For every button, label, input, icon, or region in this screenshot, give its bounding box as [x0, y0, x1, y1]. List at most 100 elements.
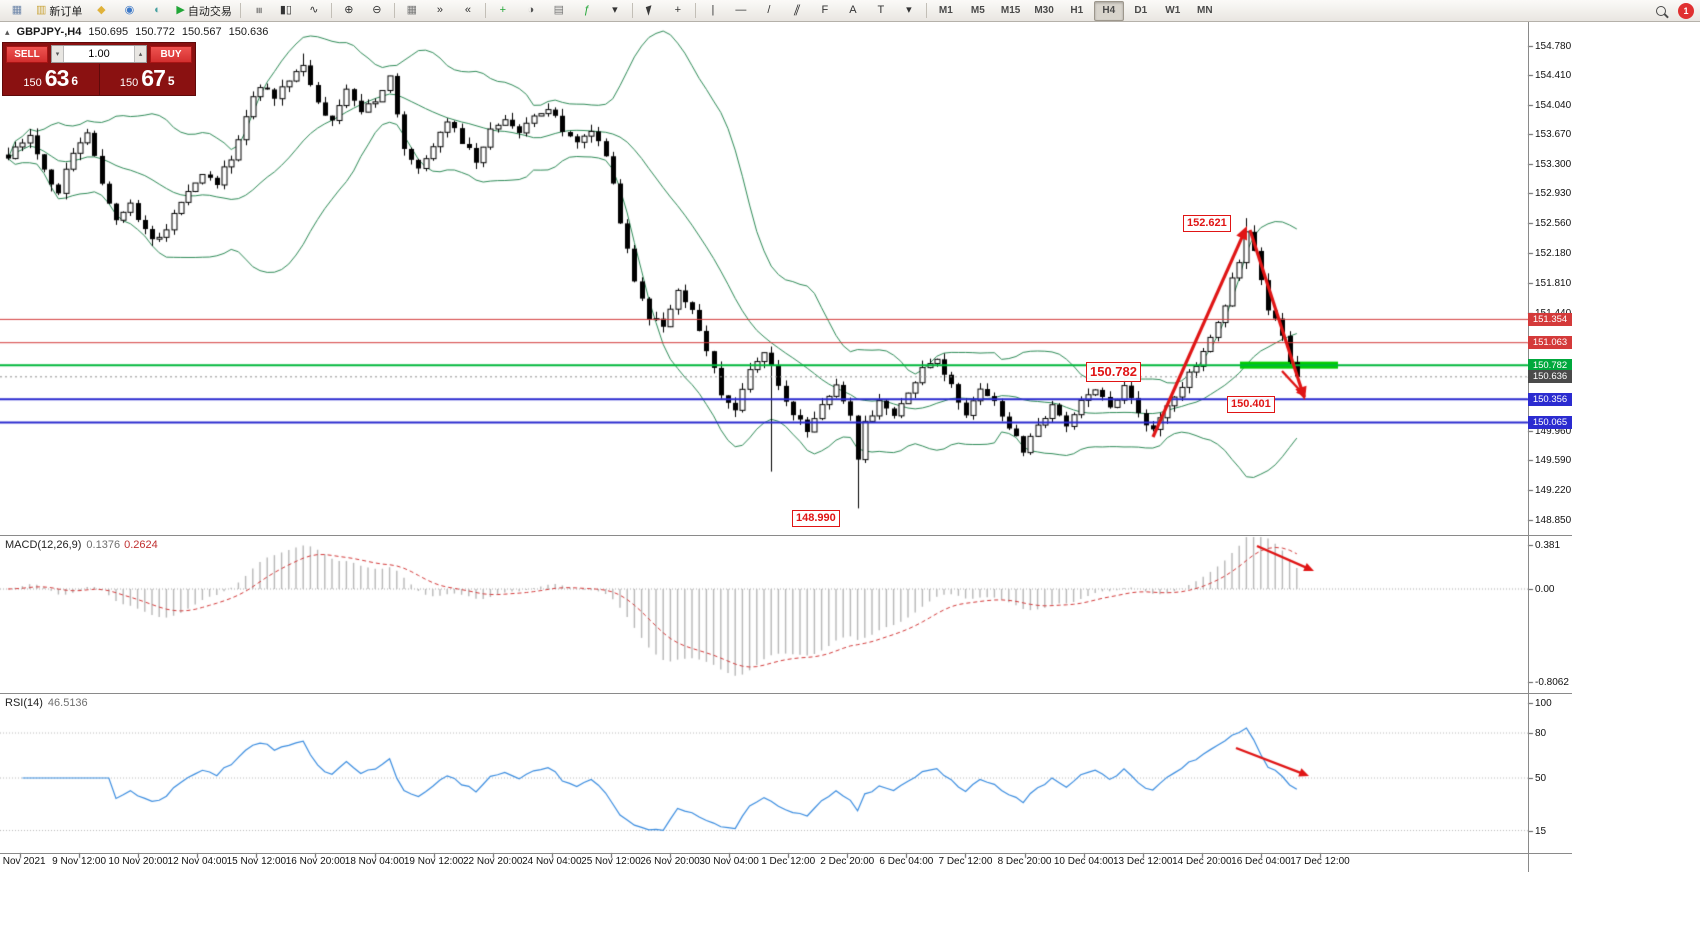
tf-d1[interactable]: D1 — [1126, 1, 1156, 21]
symbol-info: ▴ GBPJPY-,H4 150.695 150.772 150.567 150… — [5, 26, 268, 38]
tf-m1-label: M1 — [938, 5, 953, 16]
text-tool[interactable]: A — [840, 1, 866, 21]
date-label: 10 Nov 20:00 — [108, 856, 168, 867]
profiles-icon[interactable]: ◆ — [88, 1, 114, 21]
vertical-line-tool-glyph: | — [711, 4, 715, 16]
sell-price[interactable]: 150 63 6 — [3, 64, 99, 95]
horizontal-line-tool[interactable]: — — [728, 1, 754, 21]
price-tick: 152.180 — [1535, 248, 1572, 260]
autotrading-button[interactable]: ▶ 自动交易 — [172, 1, 235, 21]
tile-windows-icon[interactable]: ▦ — [399, 1, 425, 21]
date-label: 13 Dec 12:00 — [1112, 856, 1173, 867]
date-label: 30 Nov 04:00 — [699, 856, 759, 867]
text-tool-glyph: A — [849, 4, 857, 16]
indicators-icon[interactable]: ƒ — [574, 1, 600, 21]
tf-w1-label: W1 — [1165, 5, 1181, 16]
buy-price-big: 67 — [141, 65, 166, 91]
chart-shift-icon[interactable]: « — [455, 1, 481, 21]
zoom-in-button[interactable]: ⊕ — [336, 1, 362, 21]
tf-h1-label: H1 — [1070, 5, 1084, 16]
panel-splitter-rsi[interactable] — [0, 693, 1572, 694]
chart-window-icon[interactable]: ▦ — [4, 1, 30, 21]
buy-button[interactable]: BUY — [150, 45, 192, 63]
toolbar-separator — [330, 3, 332, 18]
label-tool[interactable]: T — [868, 1, 894, 21]
crosshair-tool-glyph: + — [674, 4, 682, 16]
buy-price[interactable]: 150 67 5 — [98, 64, 196, 95]
profiles-icon-glyph: ◆ — [97, 4, 106, 16]
volume-decrease-button[interactable]: ▾ — [52, 46, 64, 62]
date-label: 15 Nov 12:00 — [226, 856, 287, 867]
tf-h4[interactable]: H4 — [1093, 0, 1124, 21]
market-watch-icon[interactable]: ◉ — [116, 1, 142, 21]
vertical-line-tool[interactable]: | — [700, 1, 726, 21]
price-tick: 149.220 — [1535, 484, 1572, 496]
one-click-trading-widget: SELL ▾ ▴ BUY 150 63 6 150 67 5 — [2, 42, 196, 96]
auto-scroll-icon[interactable]: » — [427, 1, 453, 21]
bar-chart-icon[interactable]: ≡ — [245, 1, 271, 21]
tf-w1[interactable]: W1 — [1158, 1, 1188, 21]
zoom-in-button-glyph: ⊕ — [344, 4, 354, 16]
price-tick: 148.850 — [1535, 514, 1572, 526]
tf-m15[interactable]: M15 — [995, 1, 1026, 21]
trendline-tool[interactable]: / — [756, 1, 782, 21]
zoom-out-button[interactable]: ⊖ — [364, 1, 390, 21]
tf-m30[interactable]: M30 — [1028, 1, 1059, 21]
crosshair-tool[interactable]: + — [665, 1, 691, 21]
new-order-button[interactable]: ▥ 新订单 — [32, 1, 86, 21]
panel-splitter-macd[interactable] — [0, 535, 1572, 536]
ohlc-close: 150.636 — [228, 26, 269, 38]
macd-value-main: 0.1376 — [86, 539, 121, 551]
new-order-button-glyph: ▥ — [36, 4, 47, 16]
tf-mn[interactable]: MN — [1190, 1, 1220, 21]
sell-price-big: 63 — [44, 65, 70, 91]
channel-tool[interactable]: ∥ — [784, 1, 810, 21]
rsi-tick: 15 — [1535, 825, 1547, 837]
sell-price-fraction: 6 — [71, 74, 79, 88]
date-label: 26 Nov 20:00 — [640, 856, 700, 867]
autotrading-button-glyph: ▶ — [176, 4, 185, 16]
date-label: 1 Dec 12:00 — [761, 856, 816, 867]
price-annotation-150.401[interactable]: 150.401 — [1227, 396, 1275, 413]
date-label: 16 Nov 20:00 — [285, 856, 346, 867]
ohlc-open: 150.695 — [88, 26, 129, 38]
tf-h1[interactable]: H1 — [1062, 1, 1092, 21]
objects-dropdown[interactable]: ▾ — [602, 1, 628, 21]
price-annotation-150.782[interactable]: 150.782 — [1086, 362, 1141, 382]
buy-price-fraction: 5 — [167, 74, 175, 88]
notification-badge[interactable]: 1 — [1678, 2, 1694, 19]
price-tick: 154.040 — [1535, 99, 1572, 111]
shapes-dropdown[interactable]: ▾ — [896, 1, 922, 21]
horizontal-line-tool-glyph: — — [735, 4, 747, 16]
tf-m1[interactable]: M1 — [931, 1, 961, 21]
price-badge-151.354: 151.354 — [1528, 312, 1572, 326]
tf-m5[interactable]: M5 — [963, 1, 993, 21]
objects-dropdown-glyph: ▾ — [612, 4, 618, 16]
price-annotation-148.990[interactable]: 148.990 — [792, 510, 840, 527]
one-click-toggle[interactable]: ▴ — [5, 26, 10, 37]
price-tick: 154.410 — [1535, 70, 1572, 82]
date-label: 25 Nov 12:00 — [581, 856, 641, 867]
chart-window-icon-glyph: ▦ — [11, 4, 23, 16]
sell-button[interactable]: SELL — [6, 45, 48, 63]
search-icon[interactable] — [1648, 1, 1674, 21]
channel-tool-glyph: ∥ — [792, 4, 802, 16]
line-chart-icon[interactable]: ∿ — [301, 1, 327, 21]
volume-increase-button[interactable]: ▴ — [134, 46, 146, 62]
periods-icon[interactable]: ◑ — [518, 1, 544, 21]
templates-icon[interactable]: ▤ — [546, 1, 572, 21]
line-chart-icon-glyph: ∿ — [309, 4, 319, 16]
macd-value-signal: 0.2624 — [124, 539, 158, 551]
volume-input[interactable] — [64, 46, 134, 62]
price-tick: 152.930 — [1535, 188, 1572, 200]
time-axis-separator — [0, 853, 1572, 854]
data-window-icon[interactable]: ◐ — [144, 1, 170, 21]
fibonacci-tool[interactable]: F — [812, 1, 838, 21]
price-tick: 152.560 — [1535, 218, 1572, 230]
price-annotation-152.621[interactable]: 152.621 — [1183, 215, 1231, 232]
cursor-tool[interactable] — [637, 1, 663, 21]
new-chart-icon[interactable]: + — [490, 1, 516, 21]
date-label: 19 Nov 12:00 — [403, 856, 464, 867]
candlestick-chart-icon[interactable]: ▮▯ — [273, 1, 299, 21]
